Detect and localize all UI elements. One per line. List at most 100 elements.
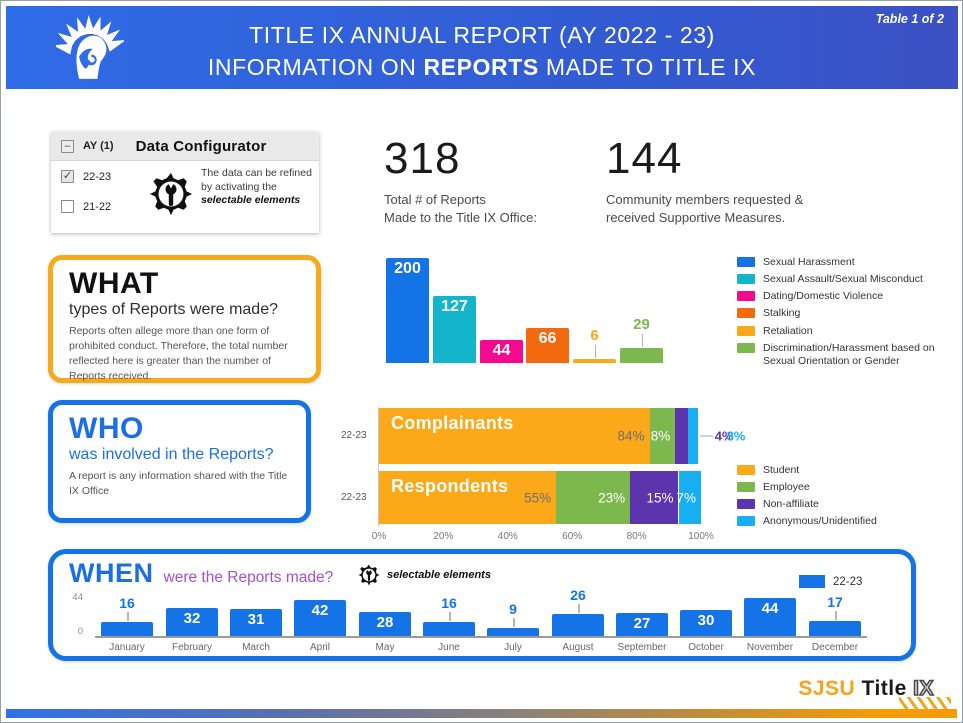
legend-item-non-affiliate[interactable]: Non-affiliate bbox=[737, 498, 952, 511]
bar-value-label: 127 bbox=[441, 298, 468, 315]
legend-swatch bbox=[737, 274, 755, 285]
year-option-21-22: 21-22 bbox=[61, 200, 111, 213]
report-parties-chart: 22-23 84% 8% Complainants 4% 3% 22-23 55% 23% 15%… bbox=[341, 405, 745, 550]
month-bar-july[interactable] bbox=[487, 628, 539, 636]
month-bar-march[interactable] bbox=[230, 609, 282, 636]
bar-value-label: 6 bbox=[590, 327, 599, 344]
who-callout: WHO was involved in the Reports? A repor… bbox=[48, 400, 311, 523]
segment-student[interactable]: 55% bbox=[379, 471, 557, 524]
what-title: WHAT bbox=[69, 267, 159, 300]
configurator-hint: The data can be refined by activating th… bbox=[201, 167, 315, 208]
report-type-bar-discrimination-harassment-based-on-sexual-orientation-or-gender[interactable] bbox=[620, 348, 663, 363]
total-reports-label: Total # of Reports Made to the Title IX … bbox=[384, 192, 537, 225]
legend-item-employee[interactable]: Employee bbox=[737, 481, 952, 494]
legend-label: Sexual Assault/Sexual Misconduct bbox=[763, 273, 923, 286]
report-type-bar-retaliation[interactable] bbox=[573, 359, 616, 363]
segment-employee[interactable]: 8% bbox=[649, 408, 676, 464]
gear-wrench-icon-small bbox=[358, 564, 380, 586]
legend-item-student[interactable]: Student bbox=[737, 464, 952, 477]
month-bar-february[interactable] bbox=[166, 608, 218, 636]
bar-value-label: 44 bbox=[492, 342, 511, 359]
month-axis-label-july: July bbox=[504, 642, 522, 653]
report-type-bar-dating-domestic-violence[interactable] bbox=[480, 340, 523, 363]
month-bar-november[interactable] bbox=[744, 598, 796, 636]
data-configurator-panel: – AY (1) Data Configurator ✓ 22-23 21-22 T… bbox=[51, 132, 319, 233]
report-type-bar-sexual-assault-sexual-misconduct[interactable] bbox=[433, 296, 476, 363]
month-value-label: 16 bbox=[119, 595, 135, 611]
select-all-checkbox[interactable]: – bbox=[61, 139, 74, 153]
supportive-measures-value: 144 bbox=[606, 134, 683, 183]
legend-item-sexual-harassment[interactable]: Sexual Harassment bbox=[737, 256, 952, 269]
legend-item-retaliation[interactable]: Retaliation bbox=[737, 325, 952, 338]
label-connector bbox=[699, 435, 713, 437]
legend-swatch bbox=[737, 499, 755, 510]
segment-anonymous-unidentified[interactable] bbox=[688, 408, 698, 464]
month-value-connector bbox=[513, 618, 515, 627]
segment-non-affiliate[interactable]: 15% bbox=[630, 471, 679, 524]
segment-value-label: 84% bbox=[617, 428, 645, 444]
segment-non-affiliate[interactable] bbox=[675, 408, 689, 464]
who-row-axis-label: 22-23 bbox=[341, 430, 367, 441]
month-value-connector bbox=[127, 612, 129, 621]
month-axis-label-october: October bbox=[688, 642, 724, 653]
segment-student[interactable]: 84% bbox=[379, 408, 650, 464]
bar-value-label: 200 bbox=[394, 260, 421, 277]
brand-title: Title bbox=[861, 677, 907, 700]
month-bar-april[interactable] bbox=[294, 600, 346, 636]
month-axis-label-august: August bbox=[562, 642, 594, 653]
bar-value-connector bbox=[594, 345, 596, 358]
report-type-bar-sexual-harassment[interactable] bbox=[386, 258, 429, 363]
month-axis-label-december: December bbox=[811, 642, 859, 653]
month-bar-october[interactable] bbox=[680, 610, 732, 636]
bar-value-label: 66 bbox=[538, 330, 557, 347]
segment-value-label: 15% bbox=[646, 490, 674, 505]
when-legend-label: 22-23 bbox=[833, 575, 863, 588]
stacked-bar-complainants: 84% 8% Complainants 4% 3% bbox=[379, 408, 745, 464]
brand-ix: IX bbox=[912, 676, 934, 701]
checkbox-22-23[interactable]: ✓ bbox=[61, 170, 74, 183]
legend-label: Sexual Harassment bbox=[763, 256, 855, 268]
when-y-axis-min: 0 bbox=[77, 626, 83, 637]
who-title: WHO bbox=[69, 412, 144, 445]
month-bar-september[interactable] bbox=[616, 613, 668, 636]
month-value-connector bbox=[449, 612, 451, 621]
when-legend[interactable]: 22-23 bbox=[799, 575, 862, 588]
month-bar-may[interactable] bbox=[359, 612, 411, 636]
title-prefix: INFORMATION ON bbox=[207, 54, 424, 81]
when-legend-swatch bbox=[799, 575, 825, 588]
month-axis-label-january: January bbox=[109, 642, 145, 653]
who-x-tick: 100% bbox=[688, 531, 714, 542]
legend-item-anonymous-unidentified[interactable]: Anonymous/Unidentified bbox=[737, 515, 952, 528]
month-bar-august[interactable] bbox=[552, 614, 604, 636]
segment-employee[interactable]: 23% bbox=[556, 471, 631, 524]
gear-wrench-icon bbox=[149, 172, 193, 216]
legend-label: Stalking bbox=[763, 307, 801, 320]
segment-anonymous-unidentified[interactable]: 7% bbox=[676, 471, 701, 524]
footer-gradient-bar bbox=[6, 697, 957, 718]
report-types-legend: Sexual Harassment Sexual Assault/Sexual M… bbox=[737, 256, 952, 372]
who-x-tick: 0% bbox=[371, 531, 387, 542]
report-type-bar-stalking[interactable] bbox=[526, 328, 569, 363]
month-bar-june[interactable] bbox=[423, 622, 475, 636]
footer-hatch-decoration bbox=[899, 697, 951, 709]
total-reports-stat: 318 Total # of Reports Made to the Title… bbox=[384, 137, 537, 226]
month-value-label: 28 bbox=[376, 614, 394, 631]
report-parties-legend: Student Employee Non-affiliate Anonymous/Un… bbox=[737, 464, 952, 533]
hint-text: The data can be refined by activating th… bbox=[201, 167, 312, 193]
legend-label: Retaliation bbox=[763, 324, 813, 337]
legend-item-dating-domestic-violence[interactable]: Dating/Domestic Violence bbox=[737, 290, 952, 303]
legend-label: Student bbox=[763, 464, 800, 476]
month-bar-january[interactable] bbox=[101, 622, 153, 636]
month-value-label: 31 bbox=[247, 611, 265, 628]
month-value-label: 17 bbox=[827, 594, 843, 610]
legend-item-sexual-assault-sexual-misconduct[interactable]: Sexual Assault/Sexual Misconduct bbox=[737, 273, 952, 286]
reports-by-month-chart: 16 January 32 February 31 March 42 April 28 May 16… bbox=[95, 587, 867, 653]
month-bar-december[interactable] bbox=[809, 621, 861, 636]
legend-item-stalking[interactable]: Stalking bbox=[737, 307, 952, 320]
checkbox-21-22[interactable] bbox=[61, 200, 74, 213]
legend-item-discrimination-harassment-based-on-sexual-orientation-or-gender[interactable]: Discrimination/Harassment based on Sexua… bbox=[737, 342, 952, 368]
who-x-tick: 40% bbox=[497, 531, 518, 542]
overflow-value-labels: 4% 3% bbox=[699, 429, 745, 444]
month-axis-label-february: February bbox=[171, 642, 212, 653]
